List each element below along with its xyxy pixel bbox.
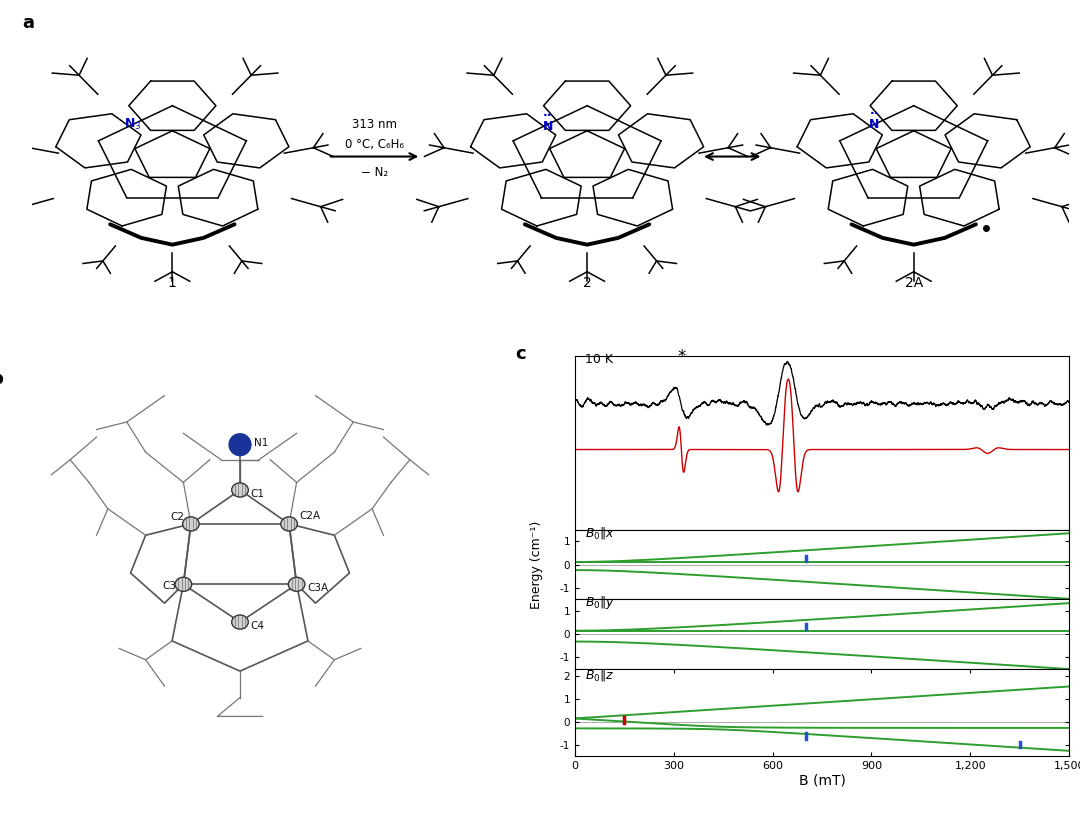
Text: 1: 1: [167, 276, 177, 290]
Text: ··
N: ·· N: [869, 107, 879, 131]
Text: 2: 2: [583, 276, 592, 290]
Ellipse shape: [175, 577, 191, 591]
Text: C3: C3: [163, 581, 177, 591]
Text: $B_0 \| y$: $B_0 \| y$: [584, 593, 616, 611]
Text: C1: C1: [251, 489, 265, 498]
X-axis label: B (mT): B (mT): [798, 774, 846, 788]
Text: ··
N: ·· N: [542, 109, 553, 133]
Text: 10 K: 10 K: [584, 354, 612, 367]
Text: *: *: [678, 348, 686, 366]
Text: N$_3$: N$_3$: [124, 116, 141, 132]
Text: N1: N1: [255, 437, 269, 448]
Text: C2: C2: [171, 512, 185, 522]
Text: C2A: C2A: [299, 511, 321, 521]
Text: − N₂: − N₂: [361, 166, 388, 179]
Text: 313 nm: 313 nm: [352, 118, 397, 131]
Ellipse shape: [232, 483, 248, 497]
Ellipse shape: [232, 615, 248, 629]
Text: $B_0 \| x$: $B_0 \| x$: [584, 524, 615, 541]
Ellipse shape: [281, 517, 297, 531]
Text: 0 °C, C₆H₆: 0 °C, C₆H₆: [345, 137, 404, 150]
Ellipse shape: [288, 577, 305, 591]
Text: C4: C4: [251, 621, 265, 631]
Text: a: a: [22, 14, 35, 32]
Text: C3A: C3A: [307, 583, 328, 593]
Text: b: b: [0, 370, 3, 388]
Text: $B_0 \| z$: $B_0 \| z$: [584, 667, 615, 683]
Ellipse shape: [183, 517, 199, 531]
Text: c: c: [515, 346, 526, 363]
Circle shape: [229, 434, 251, 455]
Text: 2A: 2A: [905, 276, 922, 290]
Text: Energy (cm⁻¹): Energy (cm⁻¹): [530, 521, 543, 609]
